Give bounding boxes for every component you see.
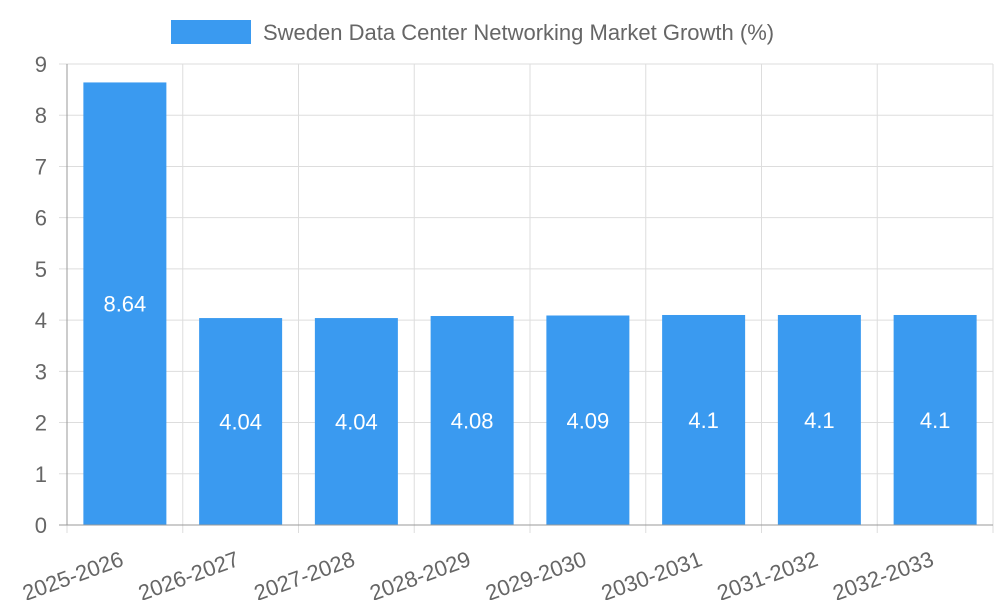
y-tick-label: 7 [35, 154, 47, 179]
x-tick-label: 2028-2029 [366, 546, 473, 600]
y-tick-label: 5 [35, 257, 47, 282]
bar[interactable] [199, 318, 283, 525]
y-tick-label: 9 [35, 52, 47, 77]
bar[interactable] [83, 82, 167, 525]
bar[interactable] [662, 314, 746, 525]
legend-label: Sweden Data Center Networking Market Gro… [263, 20, 774, 45]
bars: 8.64 4.04 4.04 4.08 4.09 4.1 4.1 4.1 [83, 82, 977, 525]
bar[interactable] [777, 314, 861, 525]
legend-swatch [171, 20, 251, 44]
bar-value-label: 4.09 [566, 408, 609, 433]
y-tick-label: 3 [35, 359, 47, 384]
x-tick-label: 2032-2033 [829, 546, 936, 600]
bar[interactable] [430, 316, 514, 525]
bar-value-label: 8.64 [103, 292, 146, 317]
x-tick-label: 2025-2026 [19, 546, 126, 600]
bar-value-label: 4.1 [804, 408, 835, 433]
y-tick-label: 1 [35, 462, 47, 487]
bar-value-label: 4.1 [920, 408, 951, 433]
x-tick-label: 2029-2030 [482, 546, 589, 600]
bar-value-label: 4.04 [335, 410, 378, 435]
bar[interactable] [314, 318, 398, 525]
x-tick-label: 2026-2027 [135, 546, 242, 600]
y-tick-label: 2 [35, 411, 47, 436]
bar-value-label: 4.04 [219, 410, 262, 435]
y-tick-label: 4 [35, 308, 47, 333]
x-tick-label: 2027-2028 [251, 546, 358, 600]
y-tick-label: 8 [35, 103, 47, 128]
x-tick-label: 2030-2031 [598, 546, 705, 600]
y-tick-label: 0 [35, 513, 47, 538]
legend[interactable]: Sweden Data Center Networking Market Gro… [171, 20, 774, 45]
y-tick-label: 6 [35, 206, 47, 231]
x-tick-label: 2031-2032 [714, 546, 821, 600]
bar-value-label: 4.08 [451, 409, 494, 434]
bar-value-label: 4.1 [688, 408, 719, 433]
bar[interactable] [546, 315, 630, 525]
bar[interactable] [893, 314, 977, 525]
